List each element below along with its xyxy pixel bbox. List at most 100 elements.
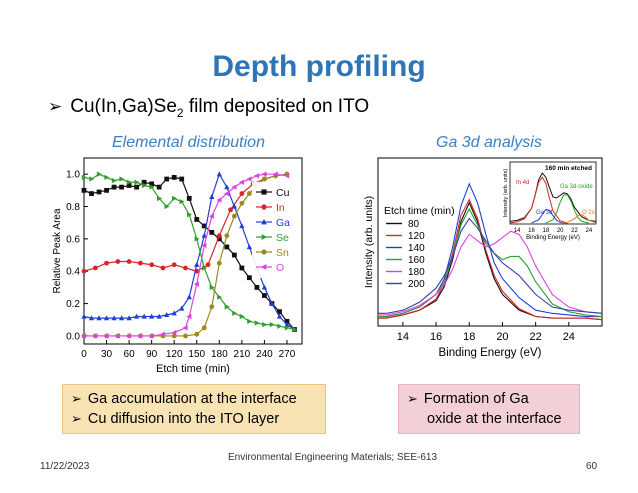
data-point: [254, 284, 260, 290]
data-point: [231, 203, 237, 209]
legend-marker: [260, 264, 267, 270]
data-point: [119, 184, 124, 190]
series-Sn: [81, 171, 290, 339]
legend-title: Etch time (min): [384, 205, 455, 217]
x-tick-label: 180: [211, 349, 228, 360]
data-point: [246, 191, 252, 196]
legend-marker: [261, 249, 267, 255]
data-point: [164, 176, 170, 182]
slide-title: Depth profiling: [212, 50, 426, 83]
y-tick-label: 0.4: [66, 267, 80, 278]
inset-series-line: [560, 214, 597, 224]
data-point: [254, 320, 260, 326]
data-point: [89, 191, 94, 196]
left-note-box: ➢ Ga accumulation at the interface ➢ Cu di…: [62, 384, 326, 434]
data-point: [141, 182, 148, 189]
inset-y-axis-label: Intensity (arb. units): [503, 169, 509, 217]
bullet-arrow-icon: ➢: [71, 391, 82, 406]
data-point: [216, 260, 222, 266]
data-point: [81, 174, 87, 181]
data-point: [126, 179, 132, 185]
left-note-2: ➢ Cu diffusion into the ITO layer: [71, 409, 317, 429]
data-point: [96, 171, 102, 177]
data-point: [246, 176, 252, 182]
data-point: [171, 310, 177, 316]
legend-label: 180: [408, 267, 425, 278]
data-point: [202, 265, 208, 271]
x-tick-label: 24: [563, 331, 575, 343]
data-point: [160, 265, 166, 271]
data-point: [111, 315, 117, 321]
legend-label: O: [276, 262, 284, 274]
x-tick-label: 20: [496, 331, 508, 343]
data-point: [201, 223, 207, 229]
data-point: [284, 321, 290, 327]
main-bullet: ➢ Cu(In,Ga)Se2 film deposited on ITO: [48, 96, 369, 120]
data-point: [254, 173, 260, 179]
inset-x-axis-label: Binding Energy (eV): [526, 235, 580, 241]
data-point: [224, 304, 230, 310]
data-point: [134, 179, 140, 185]
x-tick-label: 120: [166, 349, 183, 360]
data-point: [149, 262, 155, 268]
data-point: [186, 294, 192, 300]
data-point: [141, 313, 147, 319]
legend-label: Se: [276, 232, 289, 244]
data-point: [246, 275, 252, 281]
data-point: [126, 183, 132, 188]
legend-marker: [261, 234, 268, 240]
legend-label: Sn: [276, 247, 289, 259]
series-O: [81, 171, 290, 339]
data-point: [223, 190, 229, 197]
inset-annotation: Ga 3d: [536, 210, 552, 216]
data-point: [179, 199, 185, 205]
data-point: [277, 323, 283, 329]
x-tick-label: 16: [430, 331, 442, 343]
elemental-distribution-chart: 0 30 60 90 120 150 180 210 240 270 0.0 0.2 0.4 0.6 0.8…: [52, 157, 303, 375]
data-point: [111, 178, 117, 184]
data-point: [104, 174, 110, 181]
legend-marker: [261, 189, 267, 195]
data-point: [194, 331, 200, 337]
right-note-box: ➢ Formation of Ga oxide at the interface: [398, 384, 580, 434]
data-point: [209, 304, 215, 310]
data-point: [239, 265, 245, 271]
data-point: [272, 171, 278, 177]
y-tick-label: 1.0: [66, 170, 80, 181]
data-point: [187, 211, 193, 218]
x-tick-label: 22: [530, 331, 542, 343]
data-point: [119, 176, 125, 182]
data-point: [269, 300, 275, 306]
data-point: [81, 187, 87, 193]
x-tick-label: 60: [124, 349, 136, 360]
right-panel-title: Ga 3d analysis: [436, 134, 542, 151]
data-point: [292, 326, 298, 333]
data-point: [261, 284, 268, 290]
right-note-1-text: Formation of Ga: [423, 391, 529, 407]
y-axis-label: Intensity (arb. units): [363, 196, 375, 288]
data-point: [137, 333, 143, 339]
data-point: [81, 333, 87, 339]
data-point: [179, 305, 185, 311]
x-tick-label: 30: [101, 349, 113, 360]
legend-marker: [261, 204, 267, 210]
data-point: [239, 313, 245, 320]
x-tick-label: 210: [234, 349, 251, 360]
inset-chart: 14 16 18 20 22 24 Binding Energy (eV) Intensity…: [503, 161, 597, 241]
x-tick-label: 150: [188, 349, 205, 360]
data-point: [194, 236, 200, 242]
data-point: [224, 184, 230, 190]
data-point: [209, 284, 215, 291]
series-Se: [81, 171, 298, 333]
data-point: [148, 333, 154, 339]
bullet-arrow-icon: ➢: [48, 97, 63, 116]
data-point: [89, 176, 95, 182]
data-point: [171, 330, 177, 336]
bullet-text-prefix: Cu(In,Ga)Se: [70, 96, 177, 117]
legend-label: 140: [408, 243, 425, 254]
data-point: [239, 223, 245, 229]
y-tick-label: 0.6: [66, 234, 80, 245]
data-point: [126, 259, 132, 264]
data-point: [182, 325, 188, 331]
bullet-text-suffix: film deposited on ITO: [183, 96, 370, 117]
